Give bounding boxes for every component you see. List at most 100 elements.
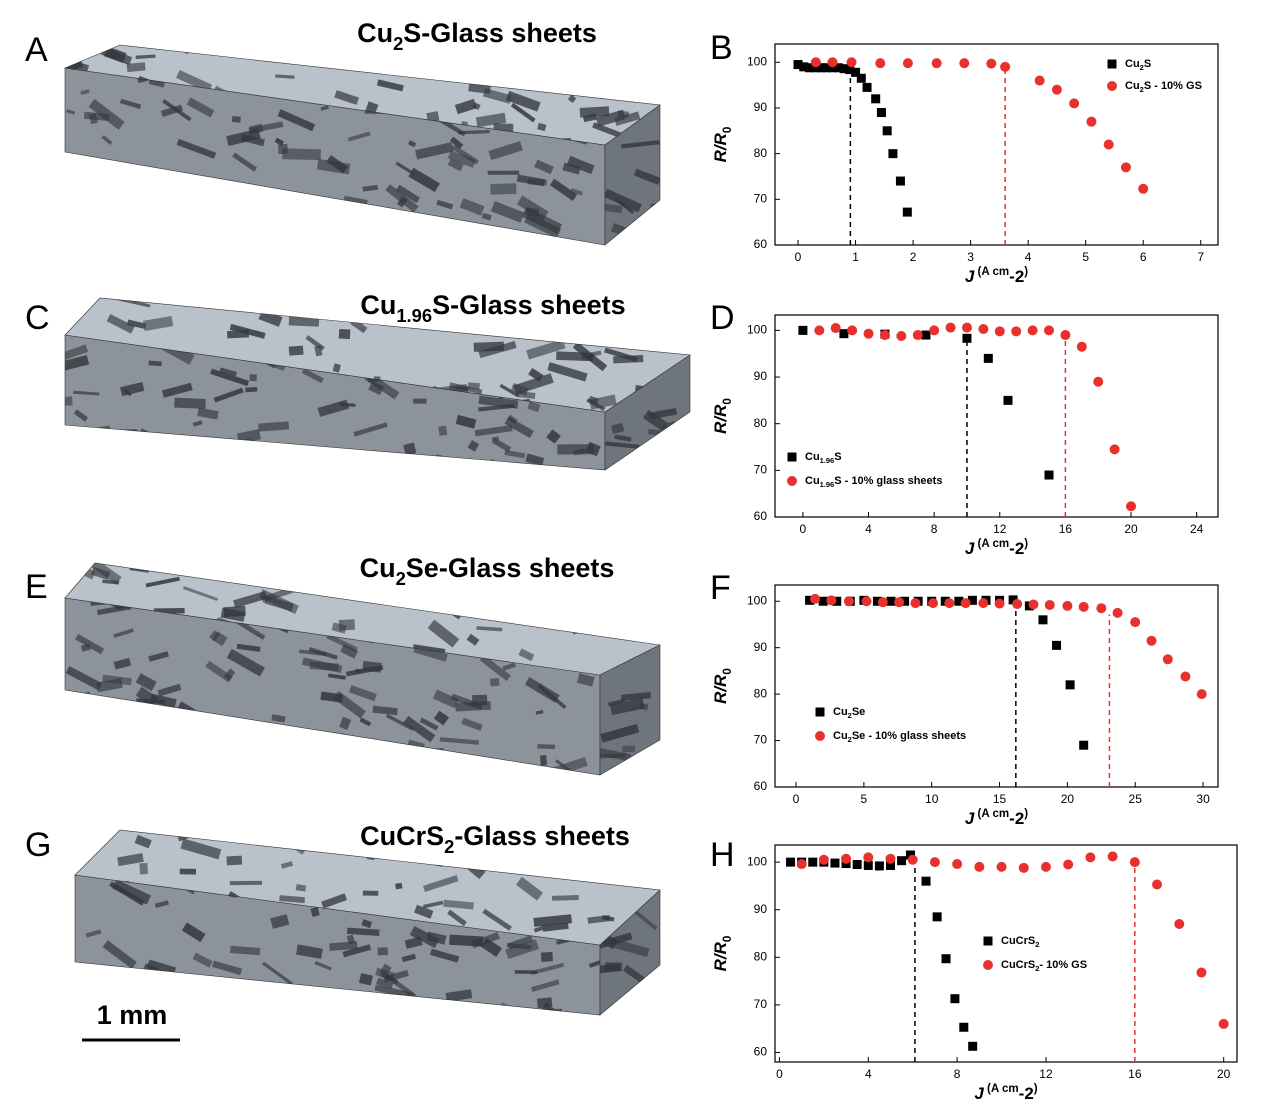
x-axis-label-part: (A cm bbox=[974, 538, 1009, 550]
flake bbox=[438, 425, 448, 436]
data-point bbox=[1093, 376, 1104, 387]
data-point bbox=[1152, 879, 1163, 890]
flake bbox=[310, 906, 320, 918]
x-tick-label: 7 bbox=[1197, 250, 1204, 264]
flake bbox=[403, 442, 417, 456]
legend-marker bbox=[983, 936, 993, 946]
data-point bbox=[1044, 325, 1055, 336]
plot-frame bbox=[774, 314, 1219, 518]
x-tick-label: 16 bbox=[1128, 1067, 1142, 1081]
data-point bbox=[967, 595, 977, 605]
legend-label: Cu2Se - 10% glass sheets bbox=[833, 730, 966, 745]
flake bbox=[66, 109, 76, 115]
flake bbox=[566, 68, 600, 83]
data-point bbox=[1130, 617, 1141, 628]
data-point bbox=[786, 857, 796, 867]
legend-label-part: 2 bbox=[848, 711, 852, 720]
data-point bbox=[1180, 671, 1191, 682]
flake bbox=[148, 651, 169, 662]
flake bbox=[334, 90, 360, 105]
flake bbox=[488, 141, 523, 161]
flake bbox=[181, 922, 206, 943]
data-point bbox=[929, 857, 940, 868]
data-point bbox=[1103, 139, 1114, 150]
data-point bbox=[839, 329, 849, 339]
data-point bbox=[1063, 859, 1074, 870]
flake bbox=[321, 893, 348, 909]
flake bbox=[525, 1008, 563, 1015]
x-axis-label-part: ) bbox=[1024, 808, 1028, 820]
flake bbox=[123, 388, 132, 397]
data-point bbox=[1028, 599, 1039, 610]
flake bbox=[355, 668, 363, 674]
x-axis-label-part: ) bbox=[1024, 538, 1028, 550]
flake bbox=[183, 216, 221, 232]
flake bbox=[601, 915, 615, 922]
data-point bbox=[872, 596, 882, 606]
panel-title-part: Cu bbox=[360, 553, 396, 583]
flake bbox=[614, 111, 641, 126]
flake bbox=[203, 740, 226, 753]
x-tick-label: 30 bbox=[1196, 792, 1210, 806]
flake bbox=[331, 622, 347, 634]
data-point bbox=[874, 861, 884, 871]
flake bbox=[461, 717, 483, 731]
flake bbox=[507, 935, 534, 950]
flake bbox=[117, 224, 132, 238]
x-tick-label: 5 bbox=[861, 792, 868, 806]
flake bbox=[395, 161, 415, 176]
flake bbox=[232, 152, 258, 172]
flake bbox=[249, 374, 257, 382]
data-point bbox=[805, 63, 815, 73]
flake bbox=[103, 429, 138, 436]
legend-label: CuCrS2 bbox=[1001, 935, 1039, 950]
flake bbox=[229, 323, 266, 339]
data-point bbox=[822, 63, 832, 73]
flake bbox=[505, 939, 540, 960]
flake bbox=[530, 979, 560, 993]
data-point bbox=[910, 598, 921, 609]
flake bbox=[447, 158, 464, 172]
flake bbox=[91, 566, 111, 580]
flake bbox=[282, 148, 321, 161]
micrograph bbox=[64, 562, 661, 776]
panel-title-part: S-Glass sheets bbox=[403, 18, 597, 48]
legend-label-part: Cu bbox=[833, 706, 848, 718]
panel-title-part: -Glass sheets bbox=[454, 821, 630, 851]
flake bbox=[566, 155, 595, 175]
flake bbox=[432, 689, 459, 709]
flake bbox=[210, 368, 250, 387]
data-point bbox=[897, 856, 907, 866]
flake bbox=[326, 155, 348, 174]
flake bbox=[132, 451, 154, 464]
flake bbox=[376, 79, 404, 92]
flake bbox=[362, 660, 382, 673]
flake bbox=[160, 104, 184, 118]
data-point bbox=[902, 58, 913, 69]
flake bbox=[368, 381, 384, 396]
data-point bbox=[945, 322, 956, 333]
flake bbox=[268, 216, 296, 241]
y-tick-label: 80 bbox=[754, 416, 768, 430]
flake bbox=[639, 702, 649, 711]
legend-label: Cu2S bbox=[1125, 58, 1151, 73]
flake bbox=[157, 744, 169, 757]
data-point bbox=[1079, 740, 1089, 750]
flake bbox=[457, 1006, 484, 1015]
flake bbox=[274, 137, 285, 146]
flake bbox=[264, 988, 290, 1010]
flake bbox=[504, 600, 517, 610]
data-point bbox=[847, 325, 858, 336]
legend-marker bbox=[787, 476, 797, 486]
flake bbox=[379, 227, 414, 245]
flake bbox=[588, 395, 599, 405]
flake bbox=[362, 184, 379, 192]
legend-label-part: CuCrS bbox=[1001, 959, 1035, 971]
legend-label-part: Cu bbox=[805, 475, 820, 487]
flake bbox=[226, 191, 259, 211]
flake bbox=[396, 195, 408, 208]
flake bbox=[610, 422, 625, 434]
x-axis-label-part: -2 bbox=[1009, 539, 1024, 558]
flake bbox=[630, 907, 658, 931]
flake bbox=[518, 648, 535, 662]
